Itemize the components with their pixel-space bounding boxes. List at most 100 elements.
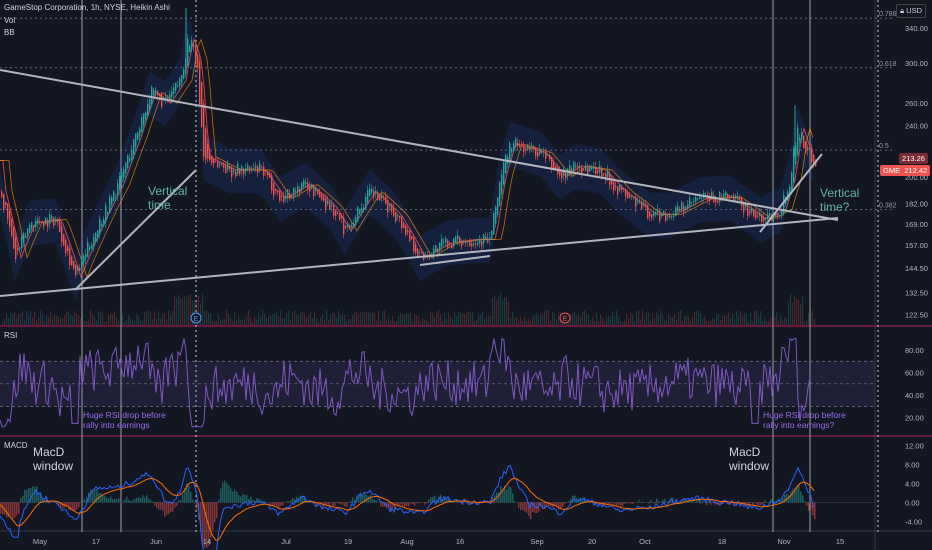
volume-bar: [570, 313, 572, 325]
candle-body: [803, 135, 805, 148]
candle-body: [103, 218, 105, 226]
macd-histogram-bar: [532, 502, 534, 513]
candle-body: [769, 213, 771, 217]
macd-label[interactable]: MACD: [4, 441, 28, 450]
macd-histogram-bar: [774, 500, 776, 503]
volume-bar: [780, 315, 782, 325]
volume-bar: [468, 311, 470, 325]
candle-body: [623, 188, 625, 190]
volume-bar: [286, 313, 288, 325]
volume-bar: [10, 312, 12, 325]
candle-body: [183, 69, 185, 79]
candle-body: [211, 155, 213, 164]
rsi-tick-label: 80.00: [905, 346, 924, 355]
candle-body: [685, 206, 687, 210]
candle-body: [337, 213, 339, 214]
volume-bar: [558, 312, 560, 325]
macd-histogram-bar: [34, 487, 36, 503]
candle-body: [355, 217, 357, 225]
macd-histogram-bar: [396, 502, 398, 506]
candle-body: [365, 196, 367, 209]
macd-histogram-bar: [812, 502, 814, 516]
candle-body: [671, 216, 673, 218]
macd-histogram-bar: [528, 502, 530, 517]
candle-body: [543, 151, 545, 153]
volume-bar: [342, 313, 344, 325]
candle-body: [7, 203, 9, 219]
candle-body: [655, 211, 657, 215]
volume-bar: [106, 321, 108, 325]
volume-bar: [98, 311, 100, 325]
candle-body: [727, 193, 729, 198]
macd-histogram-bar: [522, 502, 524, 510]
volume-bar: [602, 318, 604, 325]
volume-bar: [200, 303, 202, 325]
candle-body: [813, 155, 815, 164]
rsi-label[interactable]: RSI: [4, 331, 18, 340]
volume-bar: [262, 310, 264, 325]
volume-bar: [446, 319, 448, 325]
volume-bar: [276, 311, 278, 325]
candle-body: [687, 205, 689, 209]
bollinger-band-fill: [0, 17, 813, 301]
candle-body: [317, 189, 319, 195]
volume-bar: [450, 316, 452, 325]
macd-histogram-bar: [690, 501, 692, 503]
macd-histogram-bar: [304, 496, 306, 503]
candle-body: [667, 214, 669, 217]
volume-bar: [498, 296, 500, 325]
candle-body: [231, 167, 233, 178]
candle-body: [23, 233, 25, 243]
volume-bar: [240, 319, 242, 325]
volume-bar: [470, 312, 472, 325]
candle-body: [83, 256, 85, 264]
candle-body: [441, 238, 443, 247]
price-tick-label: 300.00: [905, 59, 928, 68]
candle-body: [277, 189, 279, 193]
volume-bar: [138, 316, 140, 325]
macd-histogram-bar: [638, 500, 640, 503]
macd-histogram-bar: [562, 502, 564, 507]
volume-bar: [648, 312, 650, 325]
gme-price: 212.42: [904, 166, 928, 175]
volume-bar: [308, 314, 310, 325]
candle-body: [169, 94, 171, 100]
macd-histogram-bar: [508, 485, 510, 503]
volume-bar: [232, 321, 234, 325]
volume-bar: [202, 294, 204, 325]
macd-histogram-bar: [328, 502, 330, 507]
macd-histogram-bar: [134, 498, 136, 503]
chart-title[interactable]: GameStop Corporation, 1h, NYSE, Heikin A…: [4, 3, 170, 12]
macd-histogram-bar: [560, 502, 562, 509]
candle-body: [615, 186, 617, 187]
indicator-vol[interactable]: Vol: [4, 16, 16, 25]
volume-bar: [406, 312, 408, 325]
macd-histogram-bar: [412, 502, 414, 505]
macd-histogram-bar: [330, 502, 332, 504]
earnings-marker-label: E: [194, 316, 199, 323]
candle-body: [735, 195, 737, 199]
indicator-bb[interactable]: BB: [4, 28, 15, 37]
volume-bar: [754, 310, 756, 325]
volume-bar: [776, 312, 778, 325]
volume-bar: [346, 321, 348, 325]
macd-histogram-bar: [264, 500, 266, 503]
volume-bar: [28, 314, 30, 325]
candle-body: [461, 240, 463, 246]
volume-bar: [526, 320, 528, 325]
candle-body: [509, 142, 511, 161]
volume-bar: [332, 312, 334, 325]
volume-bar: [30, 311, 32, 325]
macd-histogram-bar: [16, 502, 18, 516]
time-tick-label: May: [33, 537, 47, 546]
candle-body: [187, 38, 189, 67]
macd-histogram-bar: [606, 502, 608, 506]
candle-body: [597, 170, 599, 173]
candle-body: [409, 230, 411, 242]
earnings-marker: [559, 312, 571, 324]
candle-body: [559, 170, 561, 176]
candle-body: [283, 196, 285, 202]
volume-bar: [92, 314, 94, 325]
currency-button[interactable]: 🔒︎ USD: [896, 4, 926, 18]
